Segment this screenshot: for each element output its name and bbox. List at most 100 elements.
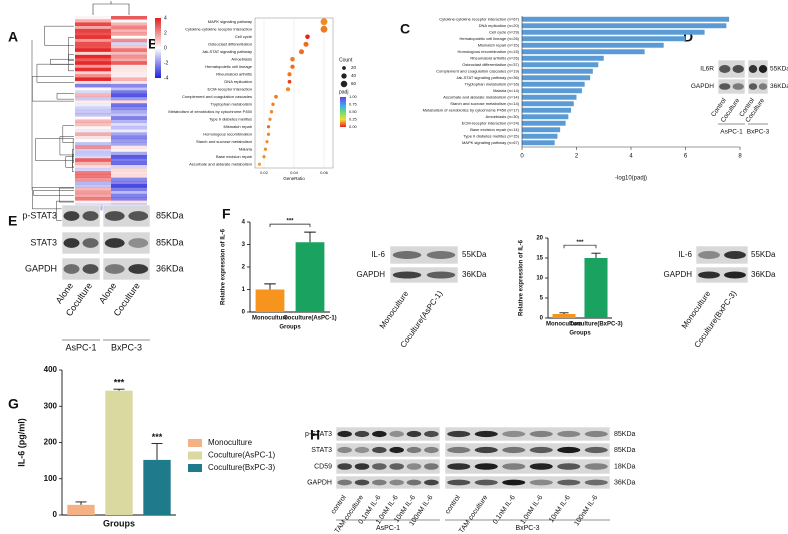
heatmap-cell <box>111 19 147 23</box>
point <box>287 72 292 77</box>
lane-label: Alone <box>97 281 118 306</box>
blot-band <box>392 251 422 259</box>
blot-band <box>474 446 498 454</box>
heatmap-cell <box>75 106 111 111</box>
heatmap-cell <box>111 32 147 36</box>
bar <box>522 68 593 74</box>
blot-band <box>698 251 720 259</box>
heatmap-cell <box>111 122 147 127</box>
lane-label: Monoculture <box>378 289 411 331</box>
heatmap-cell <box>111 167 147 172</box>
bar <box>295 242 325 312</box>
y-tick-label: Base excision repair (n=14) <box>470 127 519 132</box>
heatmap-cell <box>75 38 111 43</box>
y-tick-label: 300 <box>44 401 58 410</box>
y-tick-label: DNA replication <box>224 79 252 84</box>
heatmap-cell <box>75 58 111 62</box>
y-tick-label: Tryptophan metabolism (n=16) <box>465 81 520 86</box>
heatmap-cell <box>75 83 111 88</box>
blot-background <box>444 475 611 490</box>
blot-band <box>424 479 439 486</box>
heatmap-cell <box>111 51 147 56</box>
bar <box>522 140 555 146</box>
legend-label: 20 <box>351 65 357 70</box>
heatmap-cell <box>75 28 111 33</box>
heatmap-cell <box>111 125 147 130</box>
blot-row-label: GAPDH <box>664 270 693 279</box>
heatmap-cell <box>75 142 111 146</box>
blot-band <box>529 446 553 454</box>
heatmap-cell <box>75 151 111 156</box>
blot-band <box>406 463 422 470</box>
significance: *** <box>286 219 294 225</box>
blot-background <box>61 204 101 228</box>
y-tick-label: 100 <box>44 474 58 483</box>
blot-band <box>82 264 99 274</box>
x-tick-label: Monoculture <box>546 322 583 328</box>
blot-band <box>406 479 422 486</box>
heatmap-cell <box>75 145 111 149</box>
heatmap-cell <box>75 19 111 23</box>
heatmap-cell <box>75 184 111 188</box>
y-tick-label: Base excision repair <box>216 154 253 159</box>
group-label: AsPC-1 <box>65 342 96 352</box>
blot-band <box>557 430 581 438</box>
heatmap-cell <box>75 161 111 166</box>
heatmap-cell <box>111 145 147 149</box>
heatmap-cell <box>111 174 147 178</box>
error-bar <box>591 252 601 258</box>
blot-background <box>61 231 101 255</box>
point <box>305 34 310 40</box>
y-tick-label: 20 <box>536 236 543 242</box>
point <box>285 87 291 92</box>
blot-band <box>529 479 553 486</box>
blot-background <box>444 442 611 458</box>
heatmap-cell <box>111 135 147 140</box>
blot-band <box>82 238 99 248</box>
panel-label: B <box>148 36 158 52</box>
heatmap-cell <box>111 161 147 166</box>
heatmap-cell <box>75 171 111 175</box>
heatmap-scale <box>155 18 161 78</box>
heatmap-cell <box>111 83 147 88</box>
point <box>265 140 269 144</box>
legend-title: padj <box>339 89 348 95</box>
legend-label: 0.50 <box>349 109 358 114</box>
heatmap-cell <box>111 38 147 43</box>
x-axis-title: -log10(padj) <box>615 176 647 182</box>
x-tick-label: 6 <box>684 154 688 160</box>
legend-swatch <box>188 439 202 447</box>
blot-band <box>758 65 768 73</box>
y-tick-label: ECM-receptor interaction (n=24) <box>462 120 520 125</box>
x-axis-title: Groups <box>103 518 135 528</box>
point <box>320 18 328 26</box>
heatmap-cell <box>75 119 111 123</box>
heatmap-cell <box>111 64 147 69</box>
y-tick-label: 3 <box>242 242 246 248</box>
y-tick-label: 4 <box>242 220 246 226</box>
y-tick-label: Hematopoietic cell lineage (n=26) <box>460 36 520 41</box>
heatmap-cell <box>75 54 111 59</box>
heatmap-cell <box>75 190 111 195</box>
point <box>290 56 295 62</box>
bar <box>522 120 566 126</box>
heatmap-cell <box>111 190 147 195</box>
heatmap-cell <box>111 200 147 204</box>
bar <box>105 390 133 515</box>
heatmap-cell <box>75 87 111 91</box>
blot-background <box>61 257 101 281</box>
point <box>263 147 268 151</box>
y-tick-label: Jak-STAT signaling pathway <box>202 49 252 54</box>
heatmap-cell <box>75 35 111 39</box>
blot-band <box>502 463 526 470</box>
heatmap-cell <box>111 80 147 85</box>
blot-size-label: 36KDa <box>770 83 788 90</box>
heatmap-cell <box>75 41 111 46</box>
blot-band <box>724 271 746 279</box>
blot-band <box>354 430 370 438</box>
blot-row-label: CD59 <box>314 463 332 470</box>
heatmap-cell <box>75 93 111 98</box>
blot-band <box>354 446 370 454</box>
y-tick-label: Jak-STAT signaling pathway (n=36) <box>456 75 519 80</box>
heatmap-cell <box>75 122 111 127</box>
